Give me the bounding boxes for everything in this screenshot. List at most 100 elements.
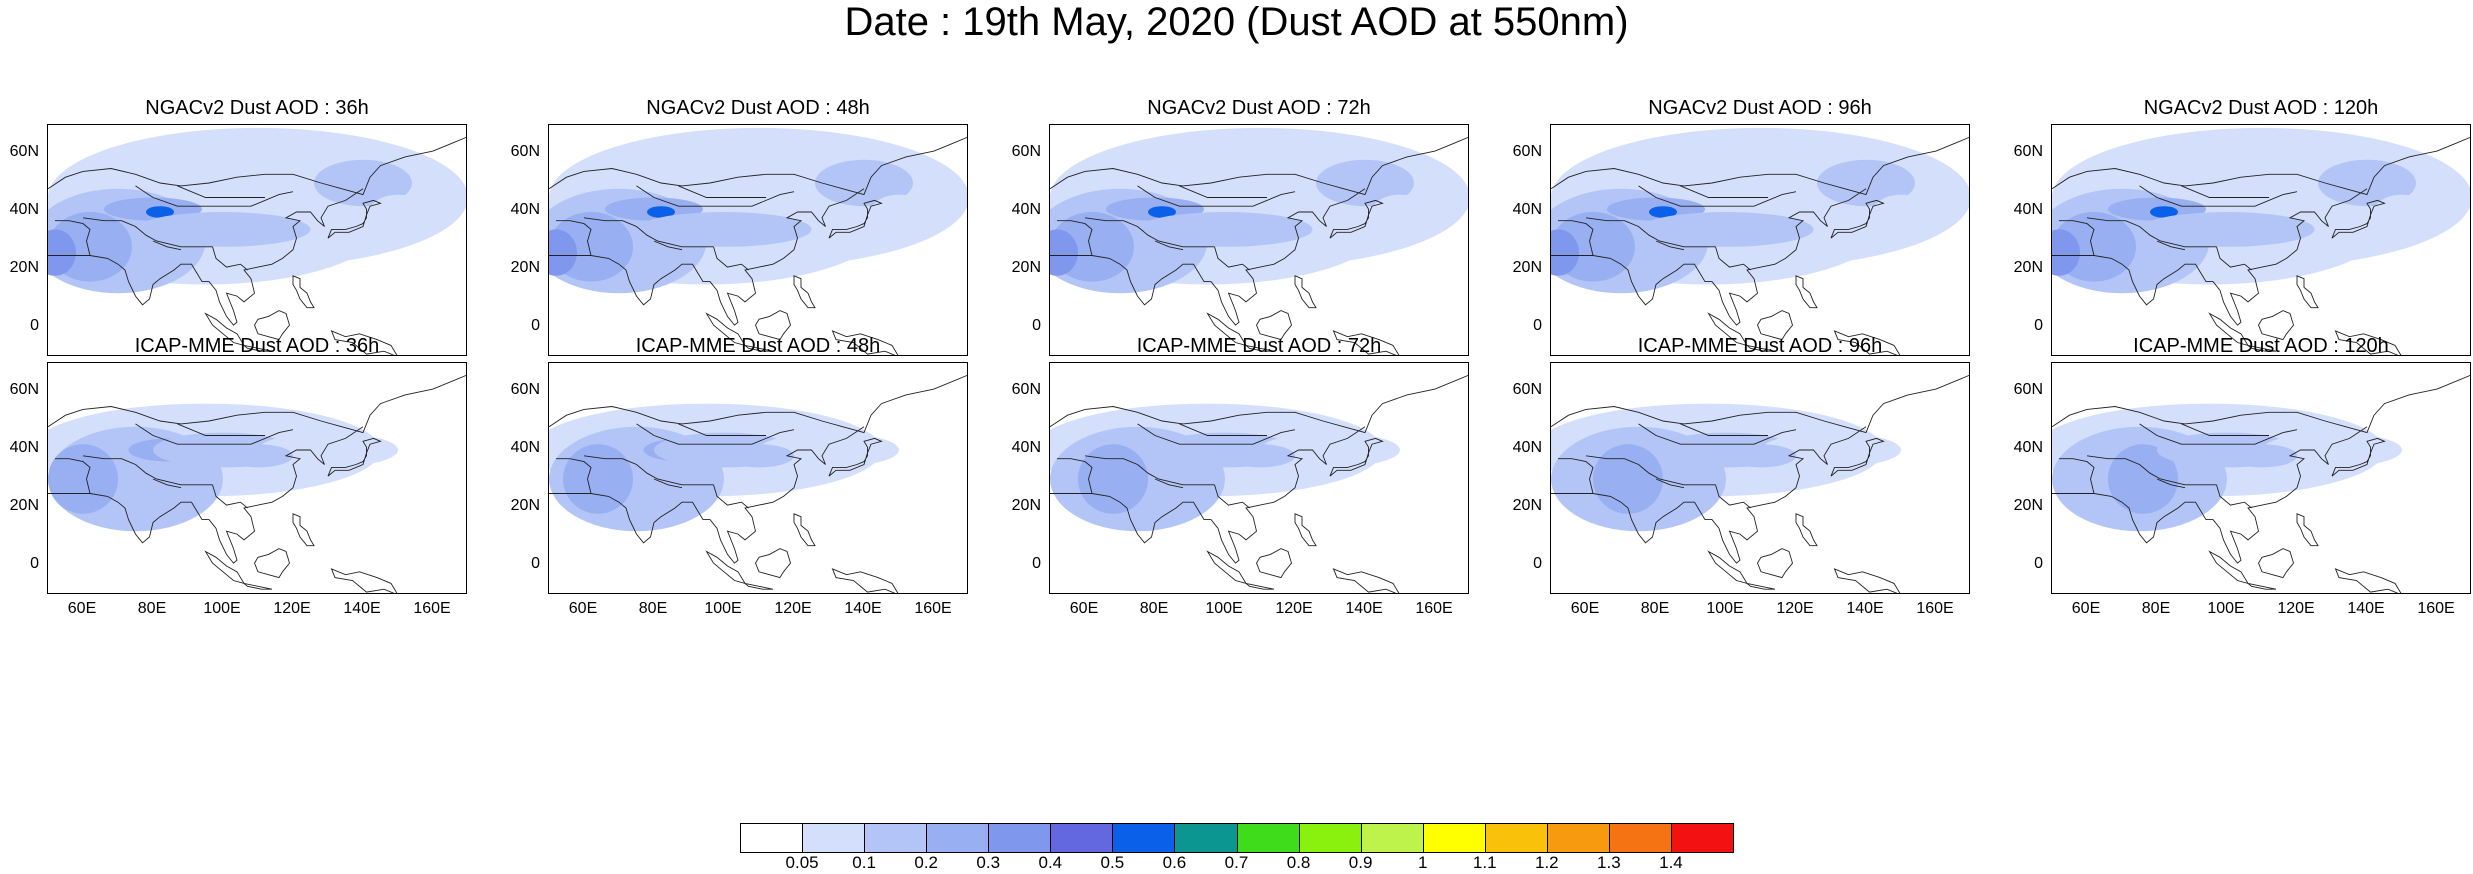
island-outline: [330, 568, 398, 593]
aod-shading: [647, 206, 675, 218]
colorbar-swatch: [1236, 823, 1300, 853]
lat-tick-label: 40N: [1011, 201, 1041, 218]
colorbar-label: 0.9: [1348, 853, 1373, 872]
colorbar-swatch: [1174, 823, 1238, 853]
panel-title: ICAP-MME Dust AOD : 120h: [2133, 335, 2389, 357]
island-outline: [1332, 330, 1400, 355]
lat-tick-label: 20N: [2013, 259, 2043, 276]
island-outline: [2296, 275, 2319, 309]
aod-shading: [1638, 212, 1814, 247]
country-border: [678, 423, 766, 436]
lon-tick-label: 160E: [2417, 600, 2455, 617]
dust-aod-map: [48, 127, 466, 355]
island-outline: [2247, 582, 2277, 590]
colorbar-swatch: [926, 823, 990, 853]
lon-tick-label: 80E: [638, 600, 668, 617]
island-outline: [1756, 310, 1793, 341]
country-border: [55, 220, 91, 256]
country-border: [1638, 185, 1797, 207]
island-outline: [292, 513, 315, 547]
lat-tick-label: 0: [1533, 555, 1542, 572]
island-outline: [2257, 310, 2294, 341]
island-outline: [1255, 310, 1292, 341]
island-outline: [2247, 344, 2277, 352]
coastline: [2052, 374, 2470, 434]
lon-tick-label: 60E: [568, 600, 598, 617]
island-outline: [2257, 548, 2294, 579]
lon-tick-label: 160E: [1916, 600, 1954, 617]
dust-aod-map: [2052, 127, 2470, 355]
aod-shading: [1225, 444, 1295, 468]
colorbar-label: 0.4: [1038, 853, 1063, 872]
lat-tick-label: 0: [2034, 555, 2043, 572]
aod-shading: [48, 229, 76, 276]
colorbar-label: 0.7: [1224, 853, 1249, 872]
panel-title: ICAP-MME Dust AOD : 72h: [1136, 335, 1382, 357]
aod-shading: [871, 194, 927, 230]
country-border: [212, 484, 248, 509]
lat-tick-label: 60N: [2013, 381, 2043, 398]
lat-tick-label: 40N: [2013, 439, 2043, 456]
island-outline: [2296, 513, 2319, 547]
colorbar-swatch: [864, 823, 928, 853]
lon-tick-label: 60E: [2071, 600, 2101, 617]
island-outline: [793, 513, 816, 547]
map-panel: ICAP-MME Dust AOD : 36h 60N 40N 20N 0 60E 80E 1…: [10, 335, 467, 617]
colorbar-swatch: [1422, 823, 1486, 853]
lat-tick-label: 40N: [9, 201, 39, 218]
colorbar-label: 0.3: [976, 853, 1001, 872]
aod-shading: [1649, 206, 1677, 218]
island-outline: [253, 548, 290, 579]
aod-shading: [2108, 444, 2178, 514]
lat-tick-label: 60N: [9, 381, 39, 398]
lat-tick-label: 20N: [510, 497, 540, 514]
lat-tick-label: 20N: [1512, 497, 1542, 514]
coastline: [2052, 188, 2368, 326]
map-frame: [548, 362, 968, 594]
country-border: [2156, 240, 2186, 251]
dust-aod-map: [549, 127, 967, 355]
aod-shading: [1873, 194, 1929, 230]
island-outline: [831, 568, 899, 593]
island-outline: [292, 275, 315, 309]
country-border: [1057, 458, 1093, 494]
lat-tick-label: 40N: [1512, 439, 1542, 456]
aod-shading: [2227, 444, 2297, 468]
country-border: [678, 185, 766, 198]
colorbar-swatch: [1112, 823, 1176, 853]
country-border: [556, 220, 592, 256]
island-outline: [1833, 568, 1901, 593]
island-outline: [2331, 437, 2386, 477]
country-border: [1715, 484, 1751, 509]
country-border: [653, 240, 683, 251]
dust-aod-map: [2052, 374, 2470, 593]
coastline: [1050, 374, 1468, 434]
coastline: [48, 136, 466, 196]
country-border: [177, 185, 265, 198]
colorbar-label: 1.2: [1534, 853, 1559, 872]
island-outline: [1830, 437, 1885, 477]
country-border: [82, 455, 213, 486]
aod-shading: [1593, 444, 1663, 514]
map-frame: [548, 124, 968, 356]
colorbar-label: 0.6: [1162, 853, 1187, 872]
colorbar-swatch: [1360, 823, 1424, 853]
colorbar-label: 0.2: [914, 853, 938, 872]
island-outline: [1329, 437, 1384, 477]
colorbar-label: 0.1: [852, 853, 876, 872]
island-outline: [1206, 550, 1247, 585]
country-border: [1558, 458, 1594, 494]
lon-tick-label: 80E: [2141, 600, 2171, 617]
aod-shading: [1551, 229, 1579, 276]
map-frame: [2051, 124, 2471, 356]
country-border: [2216, 484, 2252, 509]
aod-shading: [48, 444, 118, 514]
lon-tick-label: 100E: [1706, 600, 1744, 617]
lon-tick-label: 160E: [914, 600, 952, 617]
lat-tick-label: 0: [531, 317, 540, 334]
lon-tick-label: 100E: [203, 600, 241, 617]
country-border: [2086, 455, 2217, 486]
lon-tick-label: 100E: [704, 600, 742, 617]
aod-shading: [146, 206, 174, 218]
lat-tick-label: 40N: [9, 439, 39, 456]
